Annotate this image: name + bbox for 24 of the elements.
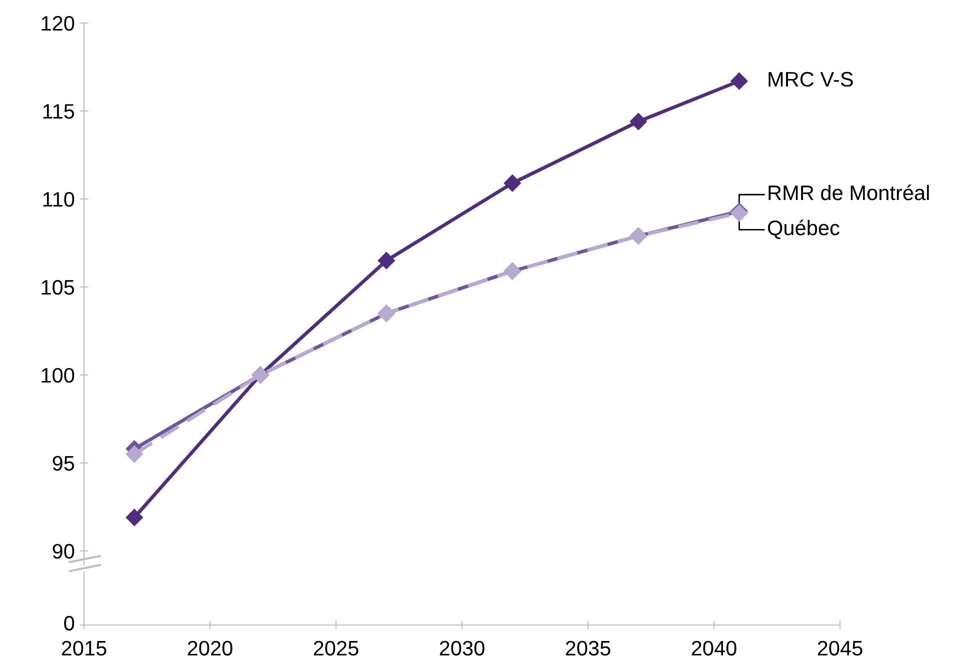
y-tick-label: 95: [52, 456, 74, 471]
x-tick-label: 2030: [440, 640, 484, 656]
y-tick-label: 90: [52, 544, 74, 559]
y-tick-label: 100: [42, 368, 74, 383]
x-tick-label: 2020: [188, 640, 232, 656]
point: [730, 72, 748, 90]
y-tick-label: 105: [42, 280, 74, 295]
point: [126, 508, 143, 526]
y-tick-label: 110: [43, 192, 74, 207]
series-label: MRC V-S: [768, 72, 853, 87]
x-tick-label: 2015: [62, 640, 106, 656]
point: [504, 174, 521, 192]
x-tick-label: 2045: [818, 640, 862, 656]
x-tick-label: 2040: [692, 640, 736, 656]
x-tick-label: 2025: [314, 640, 358, 656]
point: [126, 446, 143, 463]
series-label: Québec: [768, 220, 840, 240]
point: [378, 252, 395, 270]
y-tick-label: 120: [42, 16, 74, 31]
series-label: RMR de Montréal: [768, 184, 929, 200]
point: [630, 112, 647, 130]
x-tick-label: 2035: [566, 640, 610, 656]
text: 0: [64, 616, 74, 631]
y-tick-label: 115: [43, 104, 74, 119]
